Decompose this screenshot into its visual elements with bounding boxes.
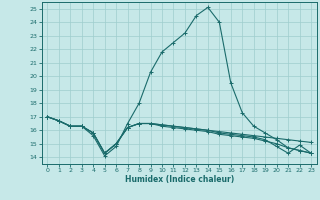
- X-axis label: Humidex (Indice chaleur): Humidex (Indice chaleur): [124, 175, 234, 184]
